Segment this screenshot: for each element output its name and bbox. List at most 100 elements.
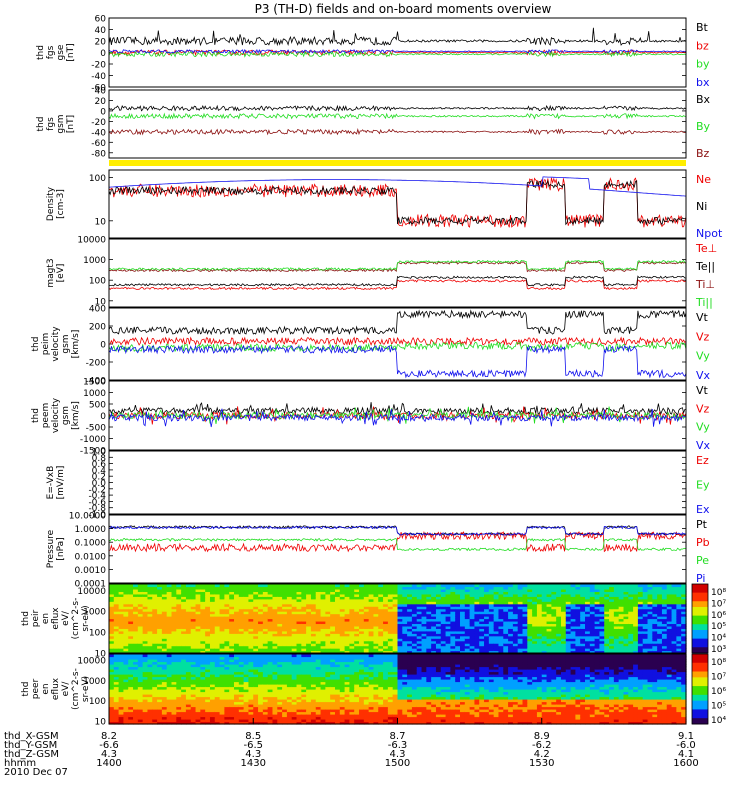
y-axis-label: eV/ (61, 610, 71, 626)
spectrogram-cell (286, 694, 293, 698)
spectrogram-cell (479, 616, 485, 620)
spectrogram-cell (628, 638, 634, 642)
spectrogram-cell (334, 618, 341, 622)
spectrogram-cell (209, 721, 216, 725)
spectrogram-cell (219, 588, 225, 592)
spectrogram-cell (176, 601, 182, 605)
spectrogram-cell (243, 625, 250, 629)
spectrogram-cell (589, 638, 596, 642)
spectrogram-cell (166, 598, 173, 602)
spectrogram-cell (368, 611, 375, 615)
spectrogram-cell (589, 603, 596, 607)
spectrogram-cell (291, 654, 298, 658)
spectrogram-cell (147, 706, 153, 710)
spectrogram-cell (133, 630, 139, 634)
spectrogram-cell (229, 681, 235, 685)
spectrogram-cell (277, 666, 283, 670)
spectrogram-cell (185, 645, 192, 649)
spectrogram-cell (152, 701, 158, 705)
spectrogram-cell (296, 721, 302, 725)
colorbar-segment (692, 638, 708, 642)
spectrogram-cell (166, 704, 173, 708)
spectrogram-cell (181, 714, 187, 718)
spectrogram-cell (272, 586, 278, 590)
spectrogram-cell (272, 630, 278, 634)
spectrogram-cell (378, 630, 384, 634)
spectrogram-cell (450, 625, 456, 629)
series-line-by (108, 50, 687, 58)
spectrogram-cell (147, 661, 153, 665)
spectrogram-cell (666, 611, 673, 615)
spectrogram-cell (306, 623, 312, 627)
spectrogram-cell (411, 645, 418, 649)
spectrogram-cell (368, 584, 375, 588)
legend-label: Ey (696, 479, 710, 492)
spectrogram-cell (320, 593, 326, 597)
spectrogram-cell (666, 591, 673, 595)
spectrogram-cell (238, 616, 245, 620)
spectrogram-cell (109, 719, 115, 723)
spectrogram-cell (532, 611, 538, 615)
spectrogram-cell (253, 643, 259, 647)
spectrogram-cell (373, 618, 379, 622)
spectrogram-cell (407, 625, 413, 629)
spectrogram-cell (633, 650, 639, 654)
spectrogram-cell (585, 611, 591, 615)
spectrogram-cell (325, 618, 331, 622)
spectrogram-cell (498, 596, 504, 600)
spectrogram-cell (282, 633, 288, 637)
spectrogram-cell (503, 598, 509, 602)
spectrogram-cell (190, 686, 197, 690)
spectrogram-cell (306, 664, 312, 668)
spectrogram-cell (291, 611, 298, 615)
spectrogram-cell (512, 606, 519, 610)
spectrogram-cell (306, 596, 312, 600)
spectrogram-cell (171, 671, 177, 675)
spectrogram-cell (176, 603, 182, 607)
spectrogram-cell (209, 625, 216, 629)
spectrogram-cell (301, 686, 307, 690)
spectrogram-cell (363, 608, 370, 612)
spectrogram-cell (618, 633, 625, 637)
spectrogram-cell (258, 706, 264, 710)
spectrogram-cell (142, 603, 149, 607)
spectrogram-cell (272, 628, 278, 632)
spectrogram-cell (565, 630, 572, 634)
spectrogram-cell (133, 681, 139, 685)
spectrogram-cell (330, 633, 336, 637)
spectrogram-cell (320, 704, 326, 708)
spectrogram-cell (238, 714, 245, 718)
spectrogram-cell (402, 618, 408, 622)
spectrogram-cell (219, 618, 225, 622)
spectrogram-cell (623, 620, 629, 625)
spectrogram-cell (133, 689, 139, 693)
spectrogram-cell (234, 686, 240, 690)
spectrogram-cell (214, 643, 221, 647)
spectrogram-cell (306, 584, 312, 588)
spectrogram-cell (161, 659, 168, 663)
spectrogram-cell (224, 601, 230, 605)
spectrogram-cell (166, 689, 173, 693)
spectrogram-cell (392, 618, 399, 622)
spectrogram-cell (286, 691, 293, 695)
spectrogram-cell (157, 704, 163, 708)
spectrogram-cell (378, 648, 384, 652)
spectrogram-cell (113, 721, 120, 725)
spectrogram-cell (296, 676, 302, 680)
spectrogram-cell (277, 628, 283, 632)
spectrogram-cell (585, 618, 591, 622)
spectrogram-cell (359, 598, 365, 602)
spectrogram-cell (455, 591, 461, 595)
spectrogram-cell (378, 635, 384, 639)
spectrogram-cell (142, 659, 149, 663)
spectrogram-cell (609, 593, 615, 597)
spectrogram-cell (171, 611, 177, 615)
spectrogram-cell (637, 643, 644, 647)
spectrogram-cell (282, 596, 288, 600)
spectrogram-cell (368, 601, 375, 605)
panel-peem_velocity: thd peem velocity gsm [km/s]150010005000-500… (31, 378, 711, 457)
legend-label: Pi (696, 572, 705, 585)
spectrogram-cell (296, 719, 302, 723)
spectrogram-cell (546, 586, 552, 590)
spectrogram-cell (133, 588, 139, 592)
